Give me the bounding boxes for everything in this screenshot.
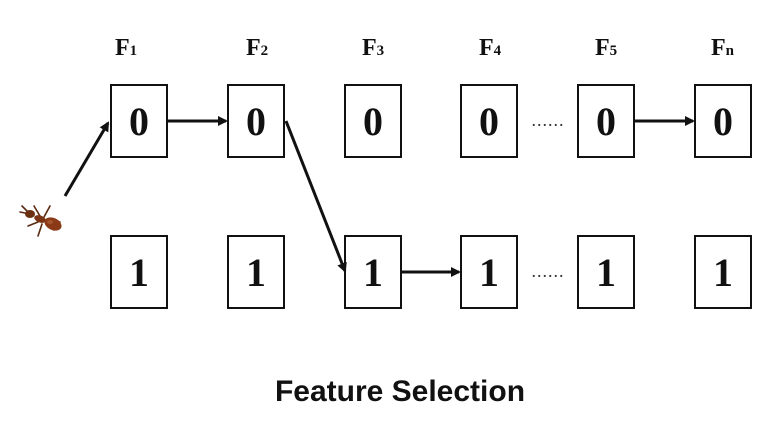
- diagram-caption: Feature Selection: [275, 375, 525, 408]
- one-row: 1 1 1 1 1 1 ......: [110, 235, 752, 309]
- feature-label-3: F3: [362, 35, 384, 61]
- cell-f2-1-value: 1: [246, 250, 266, 295]
- cell-f1-1-value: 1: [129, 250, 149, 295]
- cell-f4-0-value: 0: [479, 99, 499, 144]
- cell-f3-1-value: 1: [363, 250, 383, 295]
- selected-path: [63, 116, 695, 277]
- cell-f1-0-value: 0: [129, 99, 149, 144]
- cell-f3-1: [344, 235, 402, 309]
- cell-fn-1-value: 1: [713, 250, 733, 295]
- feature-label-1: F1: [115, 35, 137, 61]
- cell-f3-0-value: 0: [363, 99, 383, 144]
- cell-f3-0: [344, 84, 402, 158]
- cell-f5-0: [577, 84, 635, 158]
- cell-f2-0: [227, 84, 285, 158]
- cell-f2-1: [227, 235, 285, 309]
- cell-f4-1: [460, 235, 518, 309]
- feature-label-4: F4: [479, 35, 502, 61]
- cell-f1-1: [110, 235, 168, 309]
- cell-f5-1-value: 1: [596, 250, 616, 295]
- ant-icon: [19, 205, 62, 237]
- cell-f5-0-value: 0: [596, 99, 616, 144]
- feature-label-2: F2: [246, 35, 268, 61]
- ellipsis-bottom: ......: [532, 261, 565, 281]
- cell-f4-0: [460, 84, 518, 158]
- feature-labels: F1 F2 F3 F4 F5 Fn: [115, 35, 735, 61]
- cell-f5-1: [577, 235, 635, 309]
- feature-label-5: F5: [595, 35, 617, 61]
- cell-fn-0-value: 0: [713, 99, 733, 144]
- arrow-f2-0-to-f3-1: [284, 120, 347, 273]
- arrow-start-to-f1-0: [63, 121, 110, 197]
- cell-fn-1: [694, 235, 752, 309]
- cell-fn-0: [694, 84, 752, 158]
- cell-f1-0: [110, 84, 168, 158]
- ellipsis-top: ......: [532, 110, 565, 130]
- zero-row: 0 0 0 0 0 0 ......: [110, 84, 752, 158]
- cell-f2-0-value: 0: [246, 99, 266, 144]
- feature-label-n: Fn: [711, 35, 735, 61]
- cell-f4-1-value: 1: [479, 250, 499, 295]
